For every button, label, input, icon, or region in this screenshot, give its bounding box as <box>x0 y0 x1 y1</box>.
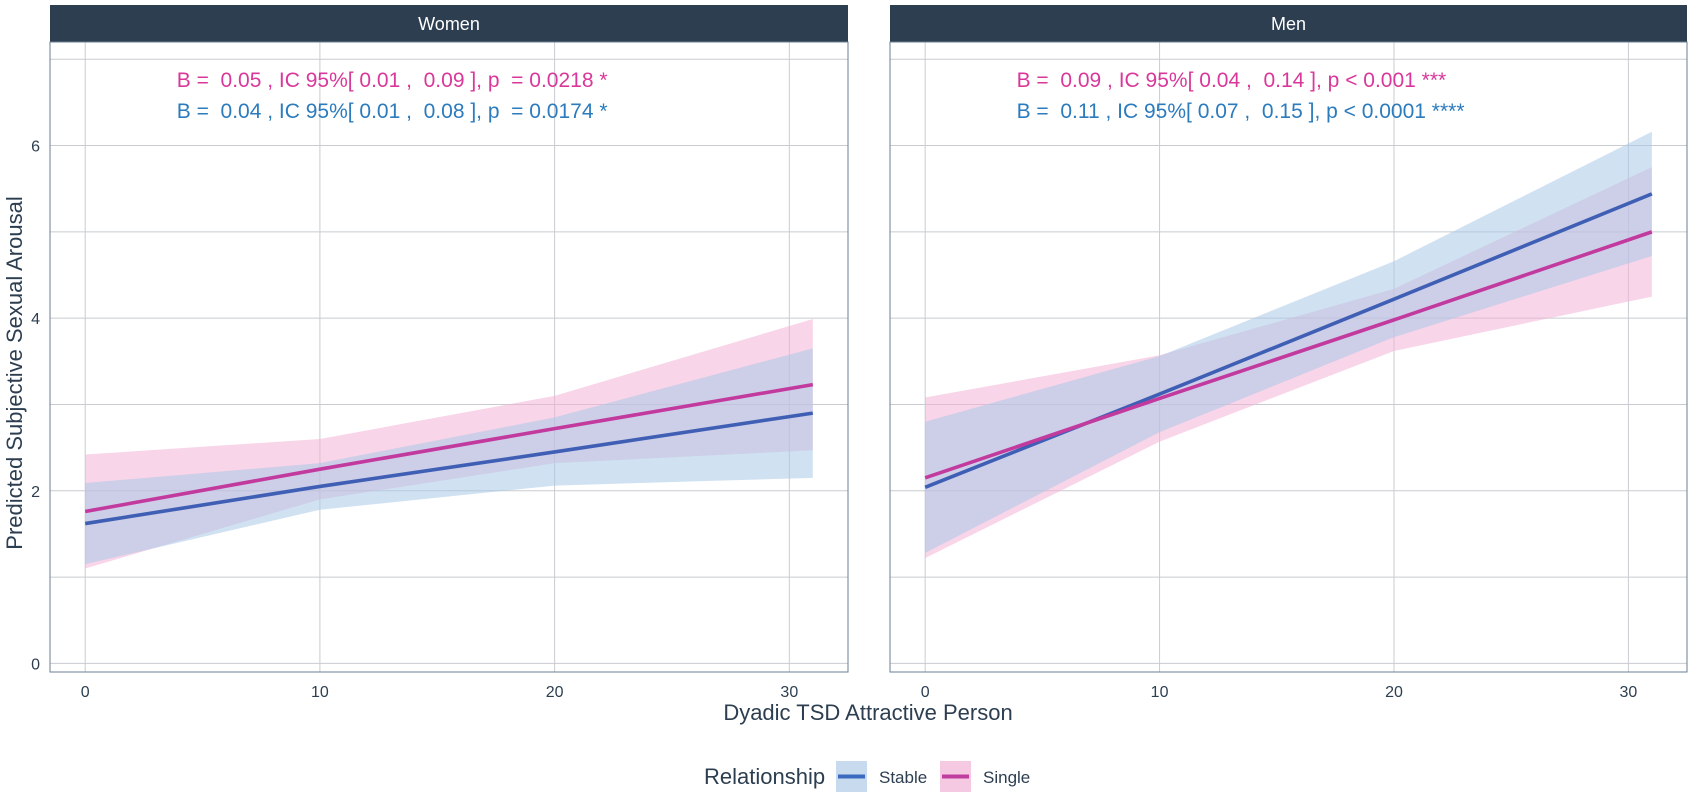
x-axis-title: Dyadic TSD Attractive Person <box>723 700 1012 725</box>
annotation-single: B = 0.09 , IC 95%[ 0.04 , 0.14 ], p < 0.… <box>1017 69 1447 92</box>
legend-label: Stable <box>879 768 927 787</box>
facet-strip-background <box>50 5 848 42</box>
x-tick-label: 0 <box>81 684 90 701</box>
facet-strip-label: Women <box>418 14 480 34</box>
x-tick-label: 30 <box>1619 684 1637 701</box>
x-tick-label: 10 <box>311 684 329 701</box>
x-tick-label: 10 <box>1151 684 1169 701</box>
y-axis-title: Predicted Subjective Sexual Arousal <box>2 196 27 549</box>
series-line-single <box>84 382 814 514</box>
facet-strip-background <box>890 5 1687 42</box>
legend-item-single: Single <box>940 761 1030 792</box>
confidence-band-stable <box>85 348 813 565</box>
annotation-stable: B = 0.11 , IC 95%[ 0.07 , 0.15 ], p < 0.… <box>1017 100 1465 123</box>
annotation-stable: B = 0.04 , IC 95%[ 0.01 , 0.08 ], p = 0.… <box>177 100 608 123</box>
legend-label: Single <box>983 768 1030 787</box>
series-line-single <box>924 230 1653 480</box>
panel-men: Men B = 0.09 , IC 95%[ 0.04 , 0.14 ], p <… <box>889 5 1688 701</box>
legend-title: Relationship <box>704 764 825 789</box>
annotation-single: B = 0.05 , IC 95%[ 0.01 , 0.09 ], p = 0.… <box>177 69 608 92</box>
legend-items: Stable Single <box>836 761 1030 792</box>
y-tick-label: 2 <box>31 484 40 501</box>
panel-women: Women B = 0.05 , IC 95%[ 0.01 , 0.09 ], p… <box>31 5 849 701</box>
panels-layer: Women B = 0.05 , IC 95%[ 0.01 , 0.09 ], p… <box>31 5 1688 701</box>
x-tick-label: 30 <box>780 684 798 701</box>
y-tick-label: 0 <box>31 656 40 673</box>
y-tick-label: 6 <box>31 139 40 156</box>
facet-strip-label: Men <box>1271 14 1306 34</box>
x-tick-label: 20 <box>1385 684 1403 701</box>
panel-border <box>49 41 849 673</box>
y-tick-label: 4 <box>31 311 40 328</box>
panel-border <box>889 41 1688 673</box>
series-line-stable <box>924 192 1653 489</box>
x-tick-label: 20 <box>546 684 564 701</box>
series-line-stable <box>84 411 814 526</box>
legend: Relationship Stable Single <box>704 761 1030 792</box>
x-tick-label: 0 <box>921 684 930 701</box>
legend-item-stable: Stable <box>836 761 927 792</box>
